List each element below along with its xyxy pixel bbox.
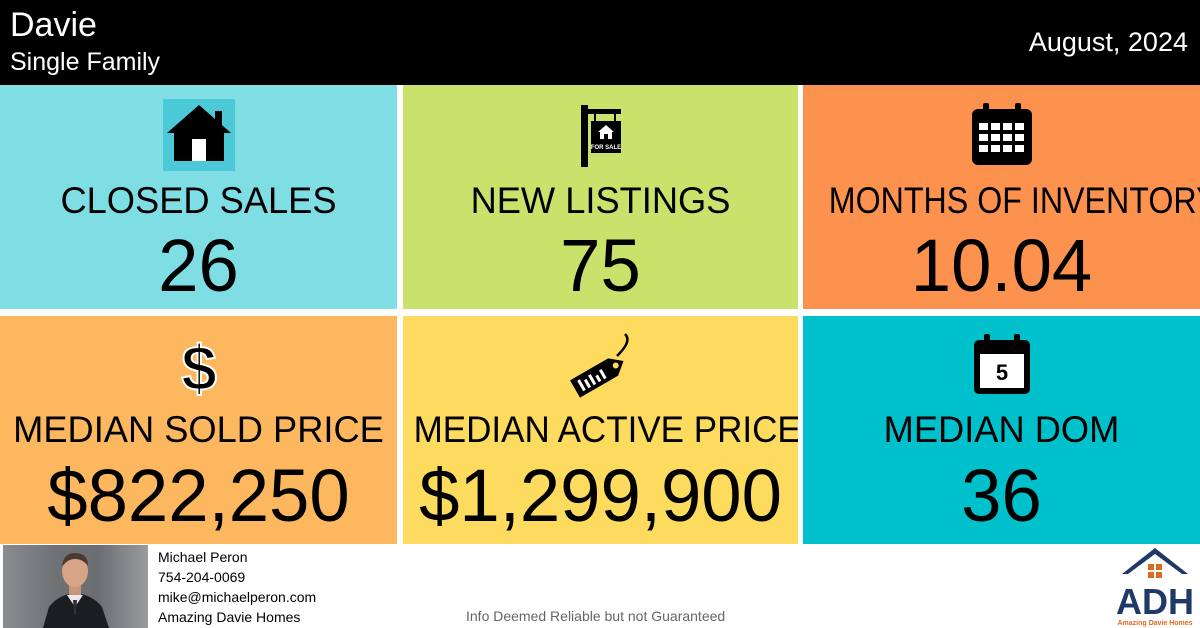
new-listings-value: 75 [560,224,641,307]
agent-email[interactable]: mike@michaelperon.com [158,589,317,605]
for-sale-sign-icon: FOR SALE [565,99,637,171]
months-of-inventory-label: MONTHS OF INVENTORY [828,180,1200,221]
calendar-day-icon: 5 [966,330,1038,402]
report-period: August, 2024 [1028,27,1188,57]
median-active-price-label: MEDIAN ACTIVE PRICE [413,409,798,450]
closed-sales-value: 26 [158,224,239,307]
calendar-icon [966,99,1038,171]
months-of-inventory-tile: MONTHS OF INVENTORY 10.04 [803,85,1200,309]
dollar-sign-icon: $ [163,330,235,402]
agent-name: Michael Peron [158,549,248,565]
median-active-price-value: $1,299,900 [419,454,782,537]
disclaimer-text: Info Deemed Reliable but not Guaranteed [466,608,726,624]
median-sold-price-label: MEDIAN SOLD PRICE [13,409,384,450]
median-dom-tile: 5 MEDIAN DOM 36 [803,316,1200,544]
new-listings-label: NEW LISTINGS [470,180,731,221]
price-tag-icon [565,330,637,402]
company-logo: ADH Amazing Davie Homes [1114,546,1196,628]
median-active-price-tile: MEDIAN ACTIVE PRICE $1,299,900 [403,316,798,544]
calendar-day-number: 5 [995,360,1007,385]
agent-photo [3,545,148,628]
svg-text:Amazing Davie Homes: Amazing Davie Homes [1117,620,1192,627]
agent-company: Amazing Davie Homes [158,609,301,625]
agent-footer: Michael Peron 754-204-0069 mike@michaelp… [0,544,1200,628]
new-listings-tile: FOR SALE NEW LISTINGS 75 [403,85,798,309]
svg-text:ADH: ADH [1116,581,1194,622]
city-name: Davie [10,6,97,44]
median-dom-label: MEDIAN DOM [883,409,1120,450]
closed-sales-tile: CLOSED SALES 26 [0,85,397,309]
median-sold-price-value: $822,250 [47,454,350,537]
house-icon [162,99,235,171]
closed-sales-label: CLOSED SALES [60,180,337,221]
svg-text:$: $ [181,332,217,402]
months-of-inventory-value: 10.04 [910,224,1093,307]
for-sale-text: FOR SALE [590,145,620,151]
agent-contact: Michael Peron 754-204-0069 mike@michaelp… [158,547,316,627]
median-dom-value: 36 [961,454,1042,537]
property-type: Single Family [10,48,161,76]
agent-phone[interactable]: 754-204-0069 [158,569,246,585]
median-sold-price-tile: $ MEDIAN SOLD PRICE $822,250 [0,316,397,544]
report-header: Davie Single Family August, 2024 [0,0,1200,85]
